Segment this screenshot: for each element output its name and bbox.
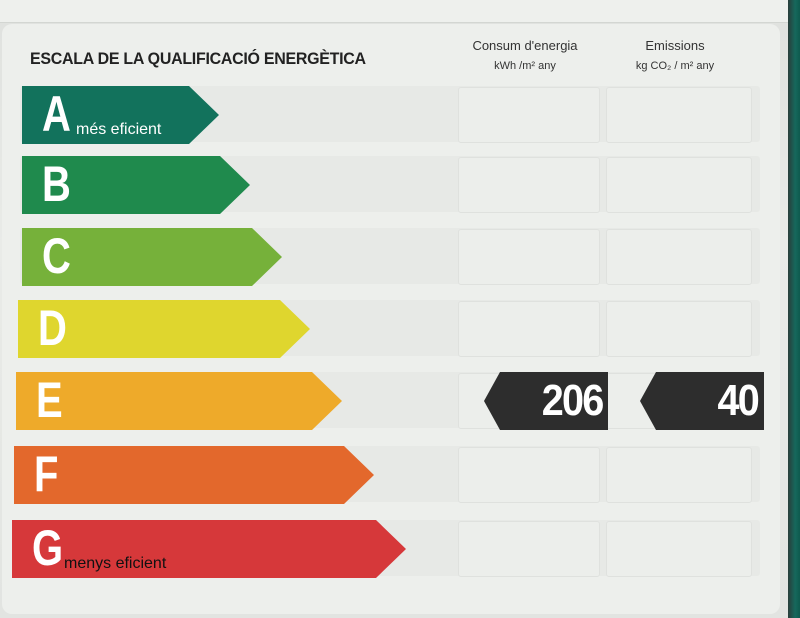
energy-consumption-value: 206 xyxy=(541,376,603,425)
emissions-cell xyxy=(606,229,752,285)
class-arrow-c: C xyxy=(22,228,282,286)
class-description: més eficient xyxy=(76,121,162,138)
energy-consumption-badge: 206 xyxy=(484,372,608,430)
energy-cell xyxy=(458,229,600,285)
energy-cell xyxy=(458,301,600,357)
emissions-cell xyxy=(606,521,752,577)
energy-cell xyxy=(458,157,600,213)
emissions-cell xyxy=(606,301,752,357)
scale-title: ESCALA DE LA QUALIFICACIÓ ENERGÈTICA xyxy=(30,49,366,68)
top-band xyxy=(0,0,800,23)
class-letter: G xyxy=(32,520,64,576)
energy-cell xyxy=(458,521,600,577)
green-edge xyxy=(788,0,800,618)
emissions-value: 40 xyxy=(717,376,760,425)
class-letter: C xyxy=(42,228,71,284)
emissions-column-header: Emissions xyxy=(645,38,705,53)
emissions-cell xyxy=(606,87,752,143)
class-description: menys eficient xyxy=(64,555,167,572)
energy-column-header: Consum d'energia xyxy=(472,38,578,53)
class-letter: B xyxy=(42,156,71,212)
class-arrow-b: B xyxy=(22,156,250,214)
class-letter: D xyxy=(38,300,67,356)
energy-cell xyxy=(458,447,600,503)
energy-cell xyxy=(458,87,600,143)
class-letter: A xyxy=(42,86,71,142)
energy-column-unit: kWh /m² any xyxy=(494,60,556,72)
class-letter: E xyxy=(36,372,63,428)
class-arrow-f: F xyxy=(14,446,374,504)
class-arrow-e: E xyxy=(16,372,342,430)
emissions-cell xyxy=(606,447,752,503)
emissions-column-unit: kg CO₂ / m² any xyxy=(635,60,715,72)
class-letter: F xyxy=(34,446,59,502)
class-arrow-d: D xyxy=(18,300,310,358)
emissions-cell xyxy=(606,157,752,213)
emissions-badge: 40 xyxy=(640,372,764,430)
